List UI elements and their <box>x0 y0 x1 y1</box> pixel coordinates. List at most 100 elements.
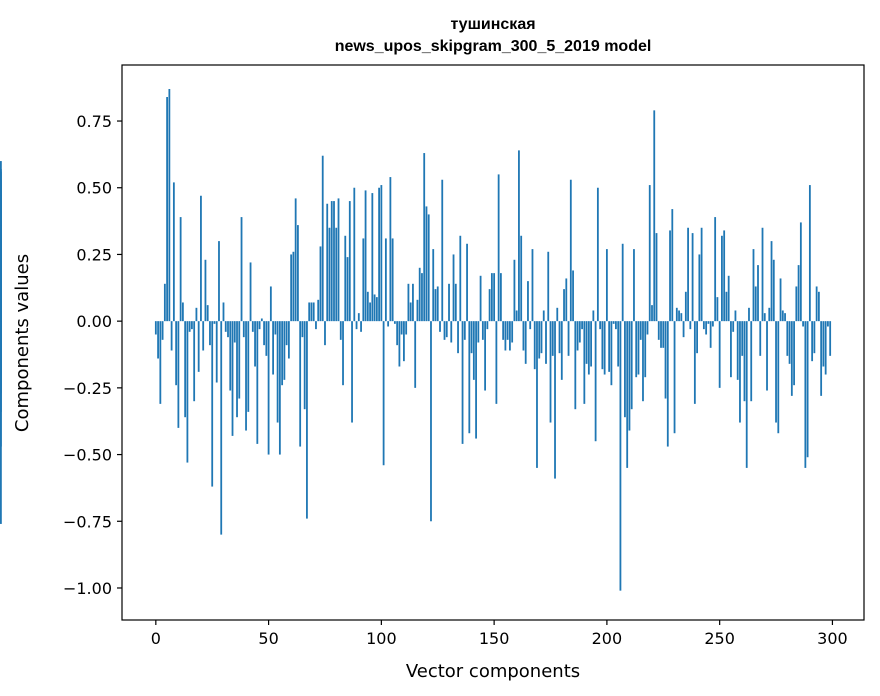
bar <box>518 150 520 322</box>
bar <box>700 227 703 322</box>
bar <box>283 321 286 380</box>
bar <box>251 321 254 332</box>
bar <box>594 321 597 442</box>
bar <box>463 321 466 340</box>
bar <box>233 321 236 343</box>
bar <box>170 321 173 351</box>
bar <box>739 321 741 423</box>
bar <box>179 217 182 322</box>
bar <box>556 307 559 322</box>
bar <box>0 299 2 322</box>
bar <box>678 310 680 322</box>
bar <box>761 227 764 322</box>
bar <box>696 321 698 354</box>
plot-frame <box>121 64 865 621</box>
bar <box>380 185 383 322</box>
bar <box>513 259 516 322</box>
x-axis-label: Vector components <box>406 661 580 682</box>
bar <box>209 321 211 346</box>
bar <box>651 305 653 322</box>
bar <box>414 321 417 388</box>
bar <box>362 238 365 322</box>
bar <box>260 318 263 322</box>
bar <box>655 233 658 322</box>
bar <box>342 321 344 386</box>
bar <box>371 193 374 322</box>
bar <box>0 321 2 524</box>
bar <box>662 321 665 348</box>
bar <box>193 321 196 402</box>
bar <box>784 313 786 322</box>
bar <box>274 321 277 335</box>
bar <box>587 321 590 375</box>
bar <box>488 289 491 322</box>
bar <box>554 321 556 479</box>
bar <box>549 321 552 423</box>
bar <box>750 321 753 402</box>
bar <box>615 321 617 330</box>
bar <box>330 201 333 322</box>
bar <box>204 259 207 322</box>
bar <box>716 297 719 322</box>
bar <box>633 249 635 322</box>
bar <box>222 302 225 322</box>
bar <box>181 302 184 322</box>
bar <box>245 321 247 431</box>
bar <box>529 321 532 330</box>
bar <box>619 321 622 591</box>
bar <box>795 286 798 322</box>
bar <box>635 321 638 378</box>
bar <box>698 254 701 322</box>
bar <box>337 198 340 322</box>
bar <box>707 321 710 324</box>
bar <box>403 321 405 362</box>
x-tick-label: 0 <box>151 629 161 648</box>
bar <box>200 195 202 322</box>
bar <box>563 289 565 322</box>
bar <box>163 283 166 322</box>
bar <box>0 321 2 327</box>
bar <box>355 321 358 330</box>
bar <box>238 321 241 399</box>
bar <box>231 321 234 436</box>
bar <box>734 310 737 322</box>
bar <box>725 291 728 322</box>
bar <box>610 321 613 386</box>
bar <box>348 201 351 322</box>
bar <box>328 227 331 322</box>
bar <box>382 321 385 466</box>
bar <box>495 321 498 404</box>
bar <box>184 321 187 418</box>
bar <box>569 179 572 322</box>
bar <box>730 321 732 378</box>
bar <box>335 227 338 322</box>
bar <box>829 321 832 356</box>
bar <box>254 321 256 367</box>
bar <box>603 321 606 375</box>
bar <box>227 321 229 338</box>
bar <box>175 321 178 386</box>
bar <box>608 321 611 372</box>
bar <box>581 321 583 330</box>
bar <box>387 321 390 327</box>
x-tick-label: 100 <box>366 629 397 648</box>
bar <box>599 321 602 330</box>
bar <box>666 321 669 447</box>
bar <box>815 286 818 322</box>
bar <box>211 321 214 487</box>
bar <box>777 321 780 434</box>
bar <box>326 203 329 322</box>
x-tick-label: 300 <box>817 629 848 648</box>
bar <box>687 227 689 322</box>
bar <box>224 321 227 332</box>
y-axis-label: Components values <box>12 254 33 432</box>
bar <box>384 238 387 322</box>
bar <box>443 321 446 340</box>
bar <box>452 254 455 322</box>
bar <box>560 321 563 380</box>
bar <box>540 321 543 354</box>
bar <box>263 321 265 346</box>
y-tick-label: 0.25 <box>76 245 112 264</box>
y-tick-label: 0.75 <box>76 112 112 131</box>
bar <box>425 206 428 322</box>
